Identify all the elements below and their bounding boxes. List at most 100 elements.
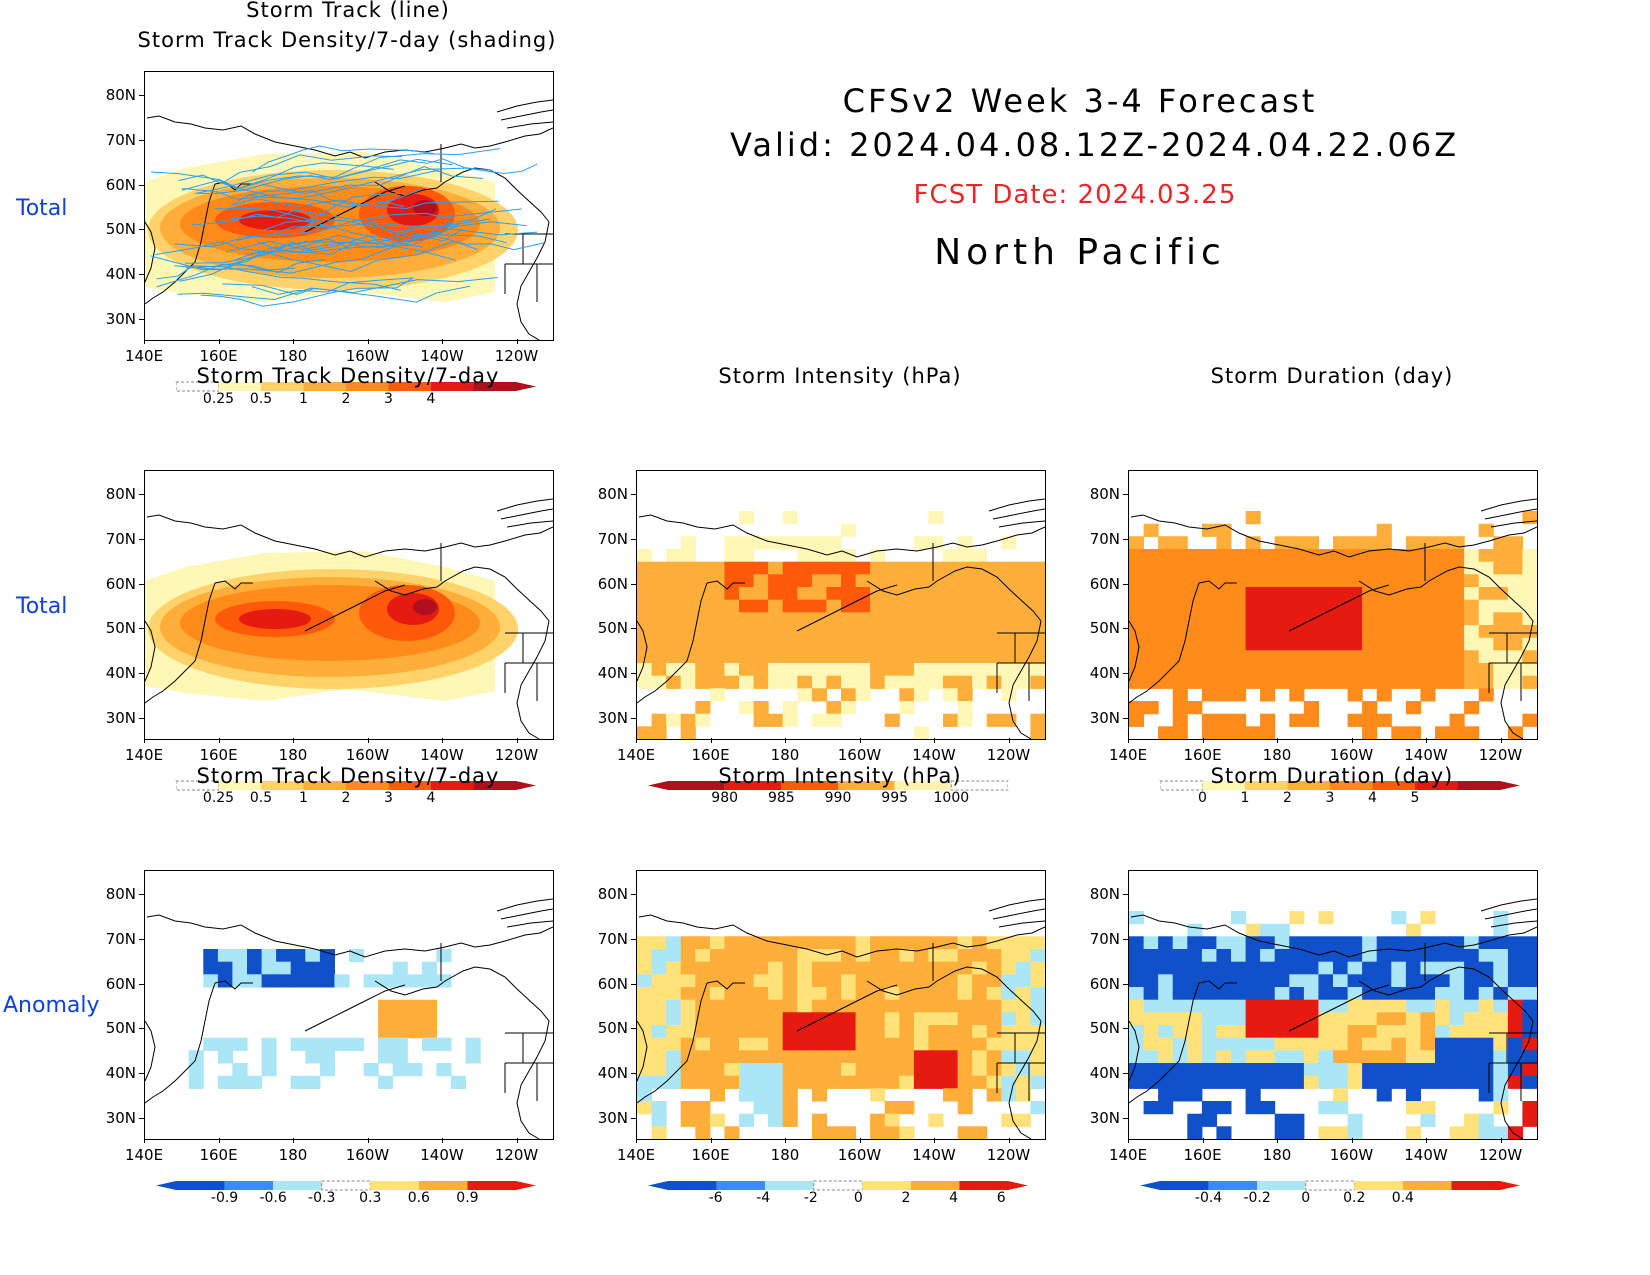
grid-cell: [319, 974, 335, 988]
grid-cell: [1420, 1063, 1436, 1077]
grid-cell: [1172, 987, 1188, 1001]
grid-cell: [1129, 549, 1145, 563]
grid-cell: [1347, 999, 1363, 1013]
grid-cell: [1435, 999, 1451, 1013]
grid-cell: [465, 1050, 481, 1064]
grid-cell: [651, 1063, 667, 1077]
grid-cell: [1274, 650, 1290, 664]
grid-cell: [1420, 663, 1436, 677]
grid-cell: [943, 650, 959, 664]
grid-cell: [1030, 949, 1045, 963]
grid-cell: [1464, 1075, 1480, 1089]
grid-cell: [680, 1063, 696, 1077]
longitude-label: 160W: [837, 1146, 882, 1164]
grid-cell: [972, 612, 988, 626]
grid-cell: [378, 1025, 394, 1039]
grid-cell: [928, 1113, 944, 1127]
grid-cell: [1507, 999, 1523, 1013]
axis-tick: [631, 673, 636, 675]
grid-cell: [1030, 625, 1045, 639]
colorbar-graphic: [156, 381, 536, 392]
longitude-label: 140E: [124, 746, 164, 764]
grid-cell: [739, 701, 755, 715]
grid-cell: [855, 1075, 871, 1089]
panel-title: Storm Duration (day): [1210, 764, 1454, 788]
axis-tick: [139, 184, 144, 186]
axis-tick: [636, 738, 637, 743]
grid-cell: [753, 599, 769, 613]
grid-cell: [1289, 713, 1305, 727]
grid-cell: [637, 1012, 653, 1026]
grid-cell: [1260, 675, 1276, 689]
grid-cell: [1216, 987, 1232, 1001]
axis-tick: [1500, 738, 1502, 743]
grid-cell: [637, 675, 653, 689]
grid-cell: [436, 949, 452, 963]
grid-cell: [651, 974, 667, 988]
grid-cell: [1015, 574, 1031, 588]
grid-cell: [1405, 1050, 1421, 1064]
grid-cell: [739, 961, 755, 975]
grid-cell: [1303, 549, 1319, 563]
axis-tick: [785, 738, 786, 743]
axis-tick: [1277, 1138, 1278, 1143]
grid-cell: [768, 949, 784, 963]
grid-cell: [1158, 561, 1174, 575]
grid-cell: [782, 961, 798, 975]
grid-cell: [1420, 1037, 1436, 1051]
colorbar-end-right: [516, 382, 536, 391]
grid-cell: [739, 574, 755, 588]
grid-cell: [768, 1088, 784, 1102]
grid-cell: [928, 675, 944, 689]
grid-cell: [768, 713, 784, 727]
grid-cell: [1318, 612, 1334, 626]
grid-cell: [1318, 961, 1334, 975]
grid-cell: [972, 675, 988, 689]
grid-cell: [1274, 587, 1290, 601]
grid-cell: [841, 974, 857, 988]
colorbar-swatch: [838, 781, 895, 790]
grid-cell: [392, 1050, 408, 1064]
grid-cell: [1493, 949, 1509, 963]
grid-cell: [1187, 1050, 1203, 1064]
grid-cell: [1187, 650, 1203, 664]
grid-cell: [465, 1037, 481, 1051]
axis-tick: [710, 1138, 712, 1143]
density-level-6: [239, 609, 311, 629]
grid-cell: [1376, 523, 1392, 537]
colorbar-swatch: [321, 1180, 371, 1191]
grid-cell: [1015, 612, 1031, 626]
grid-cell: [1435, 574, 1451, 588]
grid-cell: [782, 999, 798, 1013]
colorbar-swatch: [303, 382, 346, 391]
grid-cell: [1030, 1063, 1045, 1077]
grid-cell: [1274, 1075, 1290, 1089]
grid-cell: [972, 949, 988, 963]
grid-cell: [1478, 974, 1494, 988]
grid-cell: [1216, 536, 1232, 550]
grid-cell: [913, 536, 929, 550]
grid-cell: [782, 987, 798, 1001]
grid-cell: [1376, 688, 1392, 702]
grid-cell: [1376, 625, 1392, 639]
grid-cell: [1289, 549, 1305, 563]
grid-cell: [913, 974, 929, 988]
grid-cell: [305, 949, 321, 963]
grid-cell: [957, 713, 973, 727]
grid-cell: [1245, 561, 1261, 575]
grid-cell: [1478, 949, 1494, 963]
axis-tick: [442, 1138, 443, 1143]
grid-cell: [870, 936, 886, 950]
grid-cell: [841, 1012, 857, 1026]
grid-cell: [695, 599, 711, 613]
grid-cell: [768, 974, 784, 988]
grid-cell: [739, 637, 755, 651]
grid-cell: [1347, 1037, 1363, 1051]
latitude-label: 60N: [105, 974, 136, 993]
grid-cell: [680, 612, 696, 626]
grid-cell: [1143, 1101, 1159, 1115]
colorbar-label: 0.5: [249, 391, 273, 407]
longitude-label: 120W: [1478, 1146, 1523, 1164]
grid-cell: [261, 949, 277, 963]
grid-cell: [1420, 675, 1436, 689]
